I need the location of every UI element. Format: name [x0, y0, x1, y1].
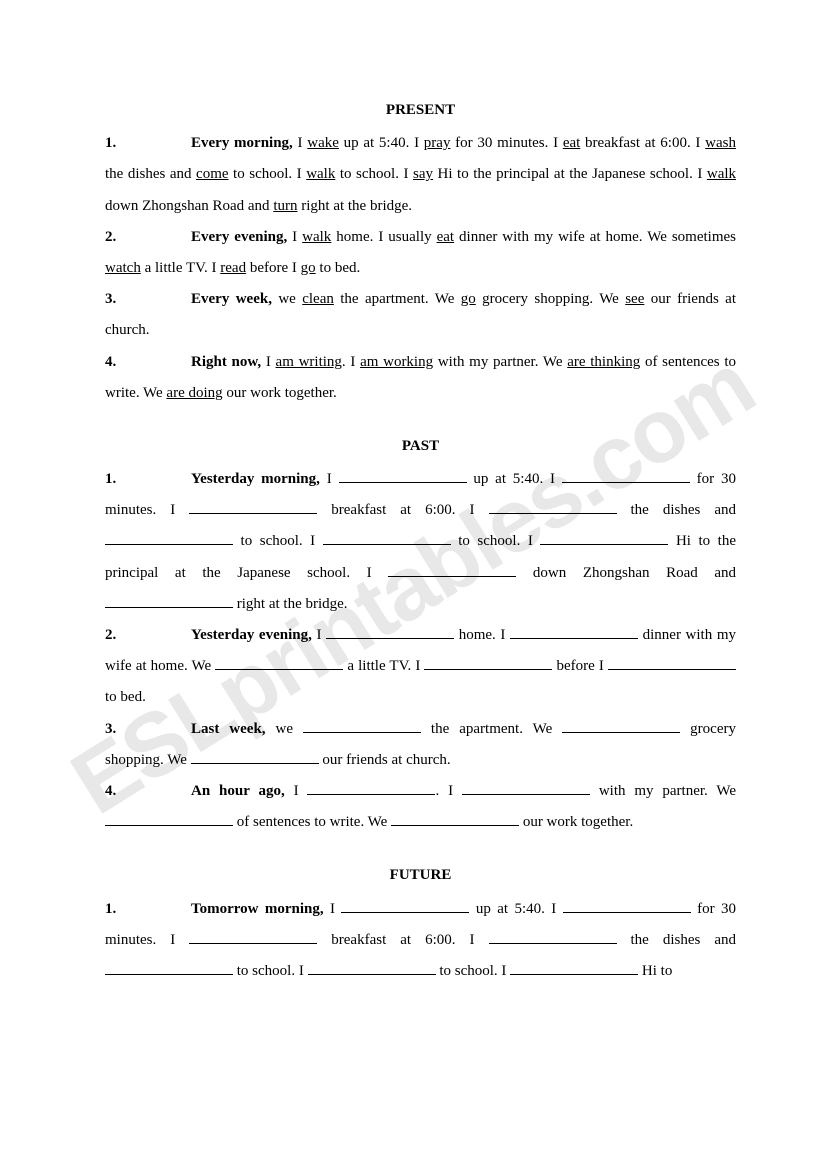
- items-past: 1.Yesterday morning, I up at 5:40. I for…: [105, 464, 736, 838]
- underlined-verb: walk: [707, 166, 736, 182]
- section-title-past: PAST: [105, 431, 736, 462]
- worksheet-item: 1.Tomorrow morning, I up at 5:40. I for …: [105, 894, 736, 988]
- fill-blank[interactable]: [307, 781, 435, 795]
- fill-blank[interactable]: [105, 812, 233, 826]
- section-future: FUTURE 1.Tomorrow morning, I up at 5:40.…: [105, 860, 736, 987]
- item-lead: Every evening,: [191, 229, 287, 245]
- underlined-verb: walk: [306, 166, 335, 182]
- fill-blank[interactable]: [189, 500, 317, 514]
- fill-blank[interactable]: [562, 718, 680, 732]
- item-number: 2.: [105, 222, 191, 253]
- worksheet-item: 4.An hour ago, I . I with my partner. We…: [105, 776, 736, 838]
- fill-blank[interactable]: [105, 531, 233, 545]
- fill-blank[interactable]: [510, 961, 638, 975]
- fill-blank[interactable]: [308, 961, 436, 975]
- fill-blank[interactable]: [489, 929, 617, 943]
- underlined-verb: go: [301, 260, 316, 276]
- underlined-verb: am writing: [276, 354, 342, 370]
- item-lead: An hour ago,: [191, 783, 285, 799]
- fill-blank[interactable]: [391, 812, 519, 826]
- underlined-verb: watch: [105, 260, 141, 276]
- item-lead: Yesterday evening,: [191, 627, 312, 643]
- worksheet-item: 3.Last week, we the apartment. We grocer…: [105, 714, 736, 776]
- underlined-verb: wake: [307, 135, 339, 151]
- fill-blank[interactable]: [326, 625, 454, 639]
- item-lead: Right now,: [191, 354, 261, 370]
- underlined-verb: go: [461, 291, 476, 307]
- section-past: PAST 1.Yesterday morning, I up at 5:40. …: [105, 431, 736, 838]
- item-lead: Tomorrow morning,: [191, 901, 324, 917]
- section-present: PRESENT 1.Every morning, I wake up at 5:…: [105, 95, 736, 409]
- underlined-verb: come: [196, 166, 228, 182]
- underlined-verb: eat: [437, 229, 454, 245]
- item-number: 1.: [105, 464, 191, 495]
- fill-blank[interactable]: [510, 625, 638, 639]
- fill-blank[interactable]: [339, 469, 467, 483]
- underlined-verb: see: [625, 291, 644, 307]
- fill-blank[interactable]: [562, 469, 690, 483]
- underlined-verb: am working: [360, 354, 433, 370]
- item-number: 4.: [105, 776, 191, 807]
- item-number: 3.: [105, 284, 191, 315]
- item-number: 2.: [105, 620, 191, 651]
- fill-blank[interactable]: [608, 656, 736, 670]
- worksheet-content: PRESENT 1.Every morning, I wake up at 5:…: [105, 95, 736, 987]
- worksheet-item: 1.Every morning, I wake up at 5:40. I pr…: [105, 128, 736, 222]
- fill-blank[interactable]: [563, 898, 691, 912]
- underlined-verb: turn: [273, 198, 297, 214]
- item-number: 3.: [105, 714, 191, 745]
- fill-blank[interactable]: [388, 562, 516, 576]
- item-lead: Every morning,: [191, 135, 293, 151]
- fill-blank[interactable]: [189, 929, 317, 943]
- fill-blank[interactable]: [105, 961, 233, 975]
- underlined-verb: clean: [302, 291, 334, 307]
- worksheet-item: 2.Yesterday evening, I home. I dinner wi…: [105, 620, 736, 714]
- fill-blank[interactable]: [303, 718, 421, 732]
- fill-blank[interactable]: [462, 781, 590, 795]
- underlined-verb: are doing: [166, 385, 222, 401]
- fill-blank[interactable]: [191, 750, 319, 764]
- item-lead: Every week,: [191, 291, 272, 307]
- underlined-verb: are thinking: [567, 354, 640, 370]
- item-lead: Yesterday morning,: [191, 471, 320, 487]
- worksheet-item: 1.Yesterday morning, I up at 5:40. I for…: [105, 464, 736, 620]
- worksheet-item: 2.Every evening, I walk home. I usually …: [105, 222, 736, 284]
- item-number: 1.: [105, 128, 191, 159]
- fill-blank[interactable]: [341, 898, 469, 912]
- item-number: 1.: [105, 894, 191, 925]
- item-lead: Last week,: [191, 721, 266, 737]
- underlined-verb: read: [220, 260, 246, 276]
- items-present: 1.Every morning, I wake up at 5:40. I pr…: [105, 128, 736, 409]
- fill-blank[interactable]: [215, 656, 343, 670]
- items-future: 1.Tomorrow morning, I up at 5:40. I for …: [105, 894, 736, 988]
- fill-blank[interactable]: [323, 531, 451, 545]
- underlined-verb: eat: [563, 135, 580, 151]
- section-title-future: FUTURE: [105, 860, 736, 891]
- underlined-verb: pray: [424, 135, 451, 151]
- underlined-verb: wash: [705, 135, 736, 151]
- fill-blank[interactable]: [105, 594, 233, 608]
- fill-blank[interactable]: [489, 500, 617, 514]
- underlined-verb: walk: [302, 229, 331, 245]
- underlined-verb: say: [413, 166, 433, 182]
- worksheet-item: 3.Every week, we clean the apartment. We…: [105, 284, 736, 346]
- fill-blank[interactable]: [540, 531, 668, 545]
- section-title-present: PRESENT: [105, 95, 736, 126]
- worksheet-item: 4.Right now, I am writing. I am working …: [105, 347, 736, 409]
- fill-blank[interactable]: [424, 656, 552, 670]
- item-number: 4.: [105, 347, 191, 378]
